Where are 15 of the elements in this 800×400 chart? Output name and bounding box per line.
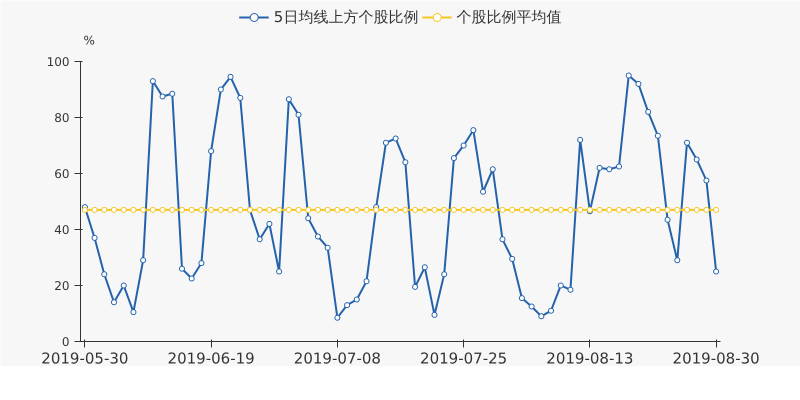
x-tick-label: 2019-07-08: [294, 350, 381, 368]
y-tick-label: 40: [54, 223, 70, 237]
y-tick-label: 60: [54, 167, 70, 181]
y-tick-label: 100: [46, 55, 70, 69]
y-tick-label: 80: [54, 111, 70, 125]
y-axis-title: %: [84, 34, 95, 48]
x-tick-label: 2019-05-30: [41, 350, 128, 368]
x-tick-label: 2019-08-30: [672, 350, 760, 368]
legend-label: 个股比例平均值: [456, 8, 562, 26]
x-tick-label: 2019-08-13: [546, 350, 634, 368]
y-tick-label: 0: [62, 335, 70, 349]
y-tick-label: 20: [54, 279, 70, 293]
x-tick-label: 2019-07-25: [420, 350, 508, 368]
legend-label: 5日均线上方个股比例: [274, 8, 418, 26]
x-tick-label: 2019-06-19: [168, 350, 255, 368]
